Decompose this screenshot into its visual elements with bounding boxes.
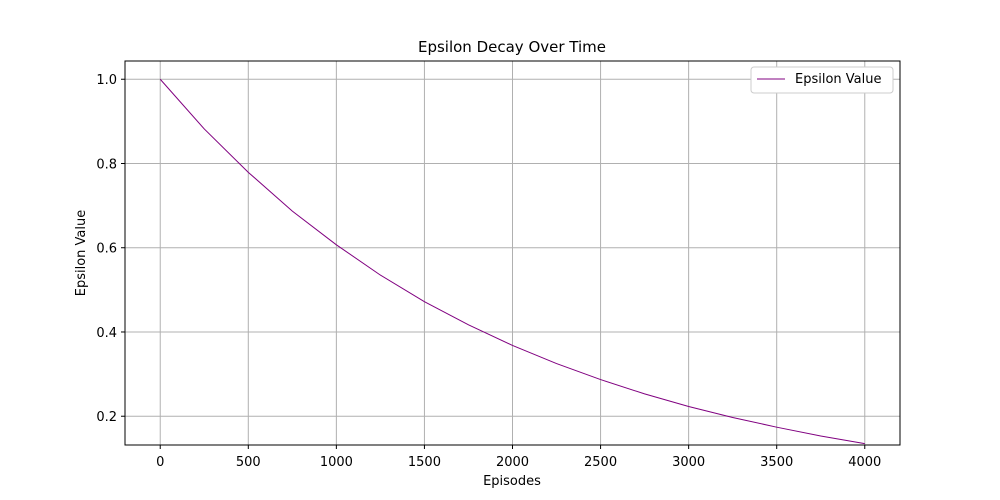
x-tick-label: 3000 bbox=[672, 455, 705, 470]
plot-frame bbox=[124, 60, 901, 446]
x-tick-label: 1000 bbox=[320, 455, 353, 470]
x-tick-label: 0 bbox=[156, 455, 164, 470]
legend: Epsilon Value bbox=[750, 66, 894, 94]
x-axis-title: Episodes bbox=[483, 474, 541, 489]
y-tick-label: 1.0 bbox=[96, 73, 117, 88]
y-tick-label: 0.4 bbox=[96, 326, 117, 341]
x-tick-label: 4000 bbox=[848, 455, 881, 470]
y-tick-label: 0.2 bbox=[96, 410, 117, 425]
y-tick-label: 0.6 bbox=[96, 242, 117, 257]
x-tick-label: 2000 bbox=[496, 455, 529, 470]
legend-box bbox=[750, 66, 894, 94]
series-line-epsilon-value bbox=[159, 78, 865, 445]
chart-title: Epsilon Decay Over Time bbox=[418, 38, 606, 56]
x-tick-label: 3500 bbox=[760, 455, 793, 470]
series-layer bbox=[159, 78, 865, 445]
grid-layer bbox=[125, 61, 900, 445]
x-tick-label: 500 bbox=[236, 455, 261, 470]
y-axis-title: Epsilon Value bbox=[74, 210, 89, 297]
x-tick-label: 2500 bbox=[584, 455, 617, 470]
y-tick-label: 0.8 bbox=[96, 157, 117, 172]
legend-label-epsilon-value: Epsilon Value bbox=[795, 72, 882, 87]
x-tick-label: 1500 bbox=[408, 455, 441, 470]
axis-layer: 0 500 1000 1500 2000 2500 3000 3500 4000 0.2 0.4 0.… bbox=[96, 73, 881, 470]
